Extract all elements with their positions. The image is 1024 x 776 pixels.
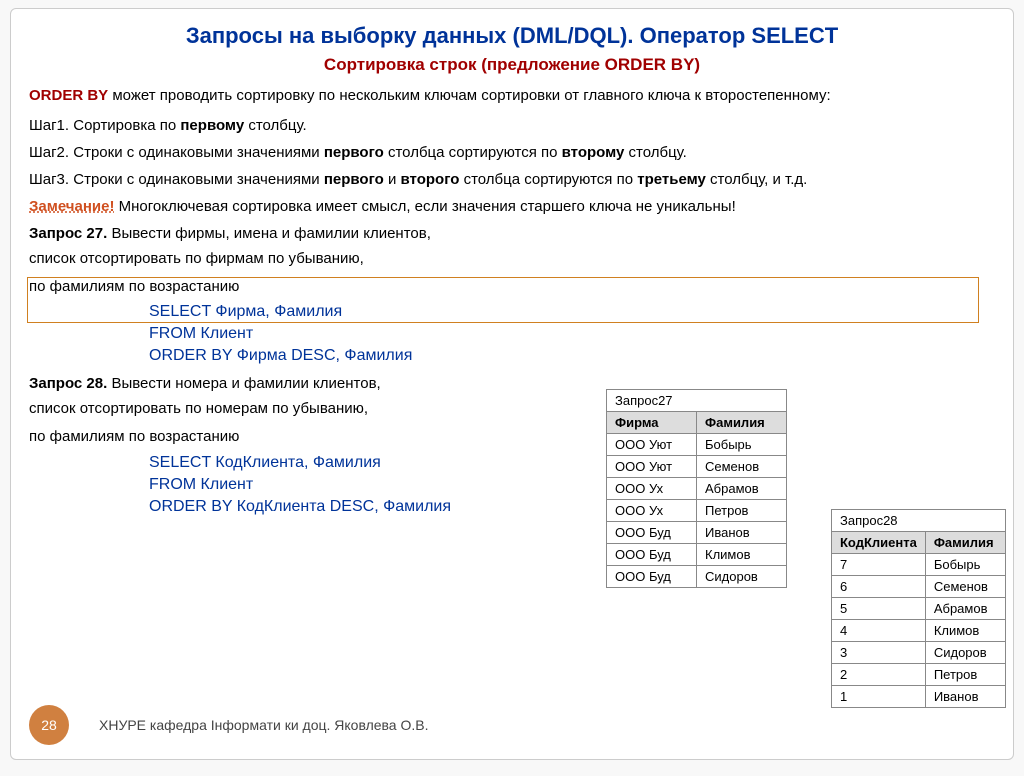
table-cell: ООО Уют [607, 434, 697, 456]
table-row: 3Сидоров [832, 642, 1006, 664]
query-27: Запрос 27. Вывести фирмы, имена и фамили… [29, 225, 995, 242]
table-cell: Бобырь [697, 434, 787, 456]
table-cell: ООО Буд [607, 566, 697, 588]
table-cell: ООО Ух [607, 478, 697, 500]
table-row: ООО УютБобырь [607, 434, 787, 456]
table-cell: 6 [832, 576, 926, 598]
q27-sql: SELECT Фирма, Фамилия FROM Клиент ORDER … [149, 303, 995, 365]
result-table-27: Запрос27 ФирмаФамилия ООО УютБобырьООО У… [606, 389, 787, 588]
table-cell: ООО Буд [607, 522, 697, 544]
q28-sql: SELECT КодКлиента, Фамилия FROM Клиент O… [149, 454, 995, 516]
table-row: ООО УютСеменов [607, 456, 787, 478]
table-cell: ООО Буд [607, 544, 697, 566]
intro-text: может проводить сортировку по нескольким… [108, 87, 831, 104]
table-row: 5Абрамов [832, 598, 1006, 620]
query-28: Запрос 28. Вывести номера и фамилии клие… [29, 375, 995, 392]
table-cell: Абрамов [697, 478, 787, 500]
page-title: Запросы на выборку данных (DML/DQL). Опе… [29, 23, 995, 49]
note-line: Замечание! Многоключевая сортировка имее… [29, 198, 995, 215]
query-28-num: Запрос 28. [29, 375, 107, 392]
result-table-28: Запрос28 КодКлиентаФамилия 7Бобырь6Семен… [831, 509, 1006, 708]
table-cell: Семенов [697, 456, 787, 478]
table-row: ООО БудКлимов [607, 544, 787, 566]
table-cell: Абрамов [925, 598, 1005, 620]
table-row: 4Климов [832, 620, 1006, 642]
table-cell: Климов [697, 544, 787, 566]
table-row: 6Семенов [832, 576, 1006, 598]
table-cell: Петров [925, 664, 1005, 686]
table-row: ООО БудИванов [607, 522, 787, 544]
step-3: Шаг3. Строки с одинаковыми значениями пе… [29, 171, 995, 188]
table-cell: 4 [832, 620, 926, 642]
slide: Запросы на выборку данных (DML/DQL). Опе… [10, 8, 1014, 760]
footer: 28 ХНУРЕ кафедра Інформати ки доц. Яковл… [11, 705, 1013, 745]
note-label: Замечание! [29, 198, 114, 215]
table-cell: 2 [832, 664, 926, 686]
table-cell: 7 [832, 554, 926, 576]
table-row: ООО УхПетров [607, 500, 787, 522]
table-cell: 3 [832, 642, 926, 664]
table-cell: Бобырь [925, 554, 1005, 576]
page-subtitle: Сортировка строк (предложение ORDER BY) [29, 55, 995, 75]
step-1: Шаг1. Сортировка по первому столбцу. [29, 117, 995, 134]
table-cell: 5 [832, 598, 926, 620]
table-row: 2Петров [832, 664, 1006, 686]
table-cell: Сидоров [697, 566, 787, 588]
q28-line2: список отсортировать по номерам по убыва… [29, 398, 995, 420]
table-row: ООО БудСидоров [607, 566, 787, 588]
intro-paragraph: ORDER BY может проводить сортировку по н… [29, 85, 995, 107]
table-cell: Семенов [925, 576, 1005, 598]
step-2: Шаг2. Строки с одинаковыми значениями пе… [29, 144, 995, 161]
note-text: Многоключевая сортировка имеет смысл, ес… [114, 198, 735, 215]
table-cell: Петров [697, 500, 787, 522]
q27-line3: по фамилиям по возрастанию [29, 276, 995, 298]
q28-line3: по фамилиям по возрастанию [29, 426, 995, 448]
table-row: ООО УхАбрамов [607, 478, 787, 500]
table-row: 7Бобырь [832, 554, 1006, 576]
table-cell: ООО Уют [607, 456, 697, 478]
footer-text: ХНУРЕ кафедра Інформати ки доц. Яковлева… [99, 717, 429, 733]
query-27-num: Запрос 27. [29, 225, 107, 242]
table-cell: ООО Ух [607, 500, 697, 522]
page-number: 28 [29, 705, 69, 745]
table-cell: Сидоров [925, 642, 1005, 664]
table-cell: Климов [925, 620, 1005, 642]
orderby-keyword: ORDER BY [29, 87, 108, 104]
table-cell: Иванов [697, 522, 787, 544]
q27-line2: список отсортировать по фирмам по убыван… [29, 248, 995, 270]
